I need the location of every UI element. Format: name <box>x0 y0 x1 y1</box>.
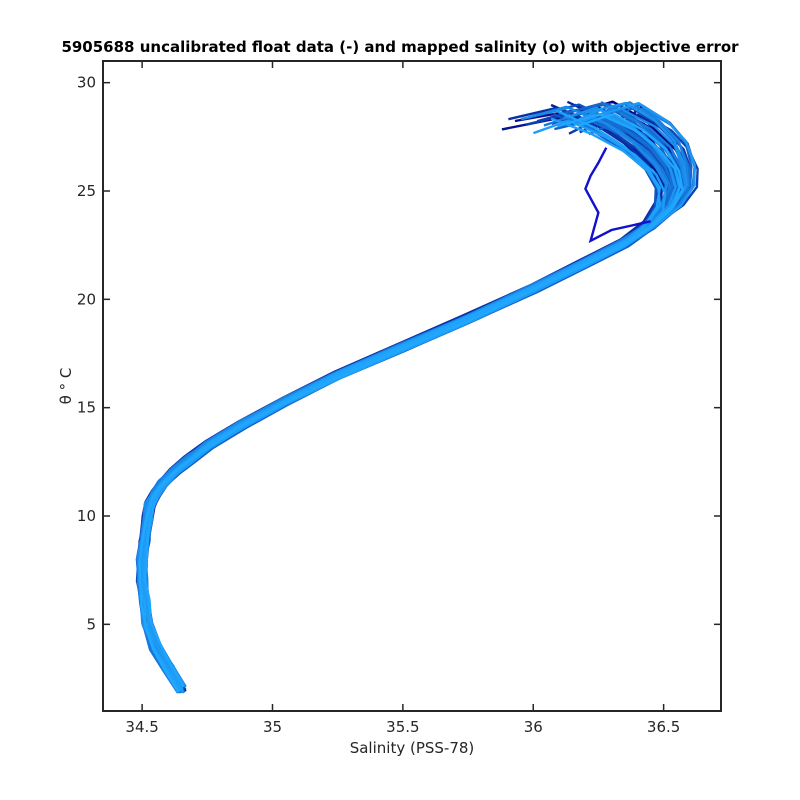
profile-line <box>144 116 667 693</box>
y-tick-label: 20 <box>77 290 96 308</box>
profile-line <box>140 116 681 694</box>
y-tick-label: 30 <box>77 74 96 92</box>
profile-line <box>143 101 696 692</box>
y-tick-label: 10 <box>77 507 96 525</box>
plot-area: 34.5 35 35.5 36 36.5 5 10 15 20 25 30 <box>77 60 722 736</box>
x-tick-label: 36 <box>524 718 543 736</box>
x-tick-label: 36.5 <box>647 718 680 736</box>
profile-series-group <box>135 100 699 694</box>
profile-line <box>141 104 676 687</box>
profile-line <box>139 106 677 694</box>
stray-profile-line <box>584 147 651 244</box>
profile-line <box>141 100 686 692</box>
profile-line <box>136 111 687 688</box>
profile-line <box>144 108 672 692</box>
profile-line <box>139 113 669 691</box>
profile-line <box>142 111 669 691</box>
profile-line <box>142 101 682 693</box>
profile-line <box>141 112 681 691</box>
profile-line <box>139 116 673 688</box>
y-axis-label: θ ° C <box>57 368 75 405</box>
profile-line <box>141 106 683 688</box>
profile-line <box>142 102 683 694</box>
profile-line <box>139 108 677 691</box>
profile-line <box>137 104 696 694</box>
profile-line <box>139 101 688 692</box>
profile-line <box>135 119 673 691</box>
profile-line <box>142 120 688 693</box>
x-tick-label: 34.5 <box>125 718 158 736</box>
profile-line <box>143 116 678 688</box>
y-tick-label: 15 <box>77 399 96 417</box>
profile-line <box>141 108 685 691</box>
profile-line <box>136 102 677 693</box>
x-axis-ticks: 34.5 35 35.5 36 36.5 <box>125 61 680 736</box>
profile-line <box>142 110 674 688</box>
x-tick-label: 35 <box>263 718 282 736</box>
y-tick-label: 25 <box>77 182 96 200</box>
axes-frame <box>102 60 722 712</box>
profile-line <box>141 102 691 689</box>
profile-line <box>142 118 684 690</box>
profile-line <box>143 112 682 688</box>
profile-line <box>139 100 664 687</box>
profile-line <box>140 115 679 687</box>
profile-line <box>138 112 684 693</box>
profile-line <box>143 113 699 688</box>
y-axis-ticks: 5 10 15 20 25 30 <box>77 74 721 633</box>
profile-line <box>136 103 693 694</box>
x-tick-label: 35.5 <box>386 718 419 736</box>
y-tick-label: 5 <box>86 615 96 633</box>
x-axis-label: Salinity (PSS-78) <box>350 739 475 757</box>
profile-line <box>136 115 661 694</box>
chart-title: 5905688 uncalibrated float data (-) and … <box>61 38 739 56</box>
profile-line <box>139 101 690 693</box>
profile-line <box>141 109 673 694</box>
profile-line <box>142 110 674 688</box>
profile-line <box>142 112 663 692</box>
profile-line <box>139 120 689 693</box>
profile-line <box>136 108 687 689</box>
profile-line <box>136 106 696 692</box>
profile-line <box>137 106 660 687</box>
profile-line <box>143 117 662 687</box>
profile-line <box>144 115 678 688</box>
profile-line <box>143 105 691 692</box>
profile-line <box>138 113 692 692</box>
profile-line <box>138 109 661 692</box>
profile-line <box>140 118 678 691</box>
profile-line <box>138 114 688 691</box>
profile-line <box>137 112 678 693</box>
profile-line <box>142 103 661 694</box>
profile-line <box>140 119 667 694</box>
profile-line <box>140 118 673 690</box>
profile-line <box>140 103 672 692</box>
profile-line <box>135 112 657 690</box>
profile-line <box>141 115 683 694</box>
